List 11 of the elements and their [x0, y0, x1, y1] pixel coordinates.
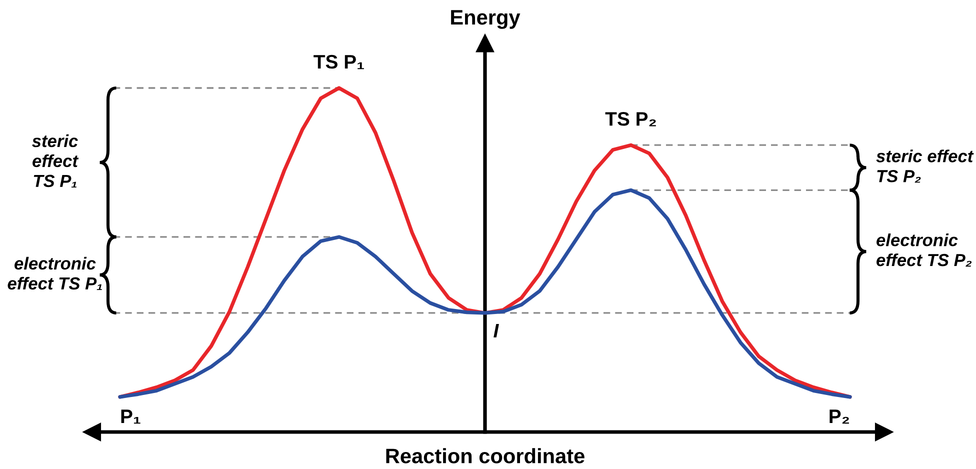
y-axis-title: Energy: [451, 10, 520, 29]
text: TS P₁: [314, 54, 364, 70]
text: steric effect TS P₁: [32, 134, 79, 188]
x-axis-title: Reaction coordinate: [386, 448, 584, 464]
text: electronic effect TS P₁: [8, 256, 102, 290]
annotation: P₂: [830, 410, 849, 424]
annotation: TS P₂: [605, 112, 656, 126]
annotation: I: [494, 324, 499, 338]
text: electronic effect TS P₂: [876, 234, 972, 267]
annotation: P₁: [121, 410, 140, 424]
text: steric effect TS P₂: [876, 150, 974, 183]
